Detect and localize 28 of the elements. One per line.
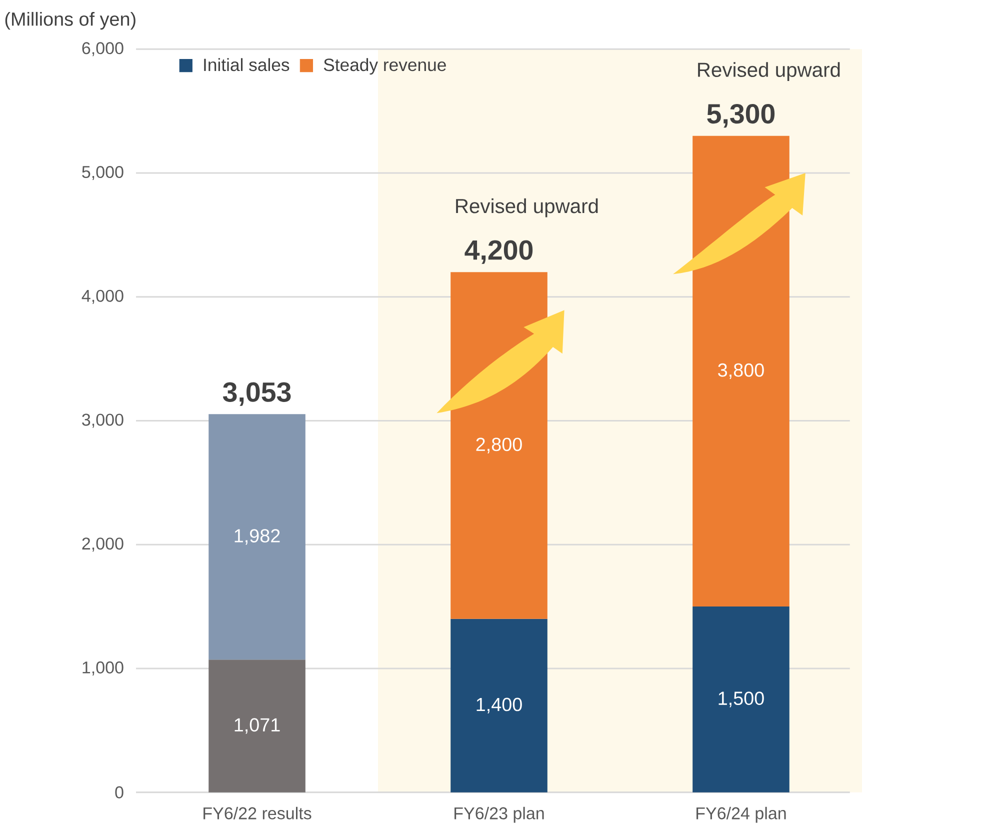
x-tick-label: FY6/22 results [204, 807, 312, 820]
x-tick-label: FY6/24 plan [696, 807, 786, 823]
total-label: 4,200 [464, 240, 533, 264]
total-label: 3,053 [222, 382, 291, 406]
data-label: 2,800 [476, 438, 522, 454]
data-label: 1,400 [476, 698, 522, 714]
bar [208, 414, 306, 660]
bar [208, 660, 306, 793]
bar [692, 606, 790, 793]
y-tick-label: 1,000 [82, 662, 124, 676]
y-tick-label: 6,000 [82, 42, 124, 56]
y-tick-label: 3,000 [82, 414, 124, 428]
bar [450, 619, 548, 793]
y-tick-label: 0 [115, 786, 124, 799]
data-label: 1,982 [234, 529, 280, 545]
data-label: 3,800 [718, 364, 764, 380]
y-tick-label: 4,000 [82, 290, 124, 304]
y-tick-label: 2,000 [82, 538, 124, 552]
annotation: Revised upward [698, 62, 840, 82]
total-label: 5,300 [707, 104, 775, 128]
y-axis-title: (Millions of yen) [5, 12, 136, 30]
y-tick-label: 5,000 [82, 166, 124, 180]
annotation: Revised upward [456, 198, 598, 218]
legend-label: Steady revenue [324, 58, 446, 75]
data-label: 1,500 [718, 692, 764, 708]
data-label: 1,071 [234, 718, 280, 734]
legend-label: Initial sales [204, 58, 290, 72]
x-tick-label: FY6/23 plan [454, 807, 544, 823]
